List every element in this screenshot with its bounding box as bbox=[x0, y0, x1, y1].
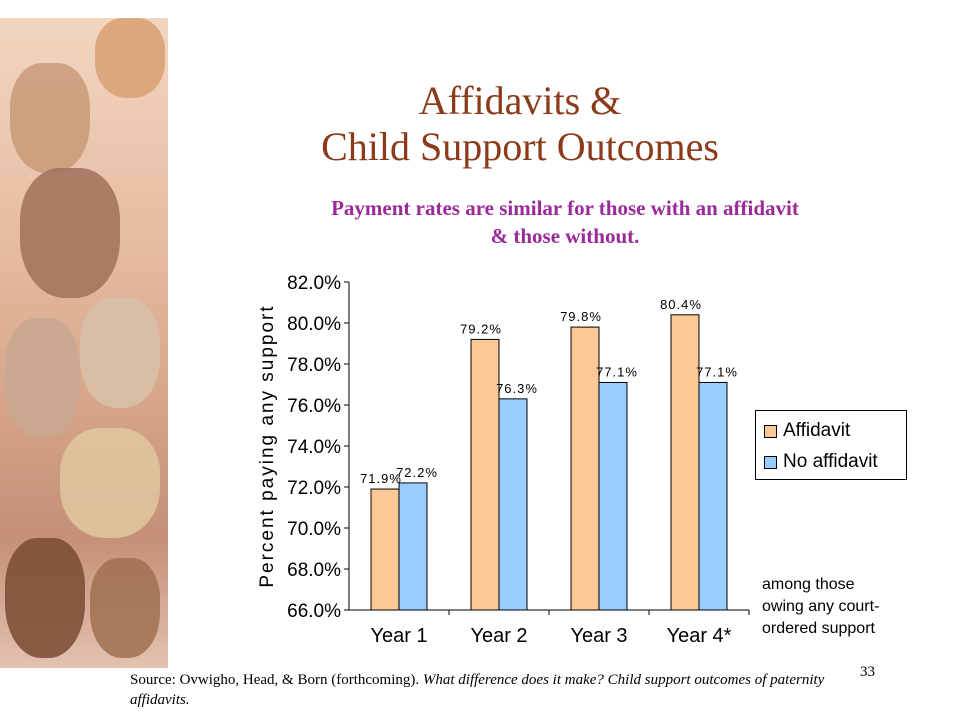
y-tick-label: 68.0% bbox=[287, 560, 341, 581]
note-line: ordered support bbox=[762, 620, 875, 637]
data-label: 80.4% bbox=[660, 297, 702, 312]
data-label: 77.1% bbox=[696, 364, 738, 379]
child-photo bbox=[10, 63, 90, 173]
x-tick-label: Year 4* bbox=[667, 625, 732, 647]
subtitle-line: & those without. bbox=[490, 224, 640, 248]
y-tick-label: 76.0% bbox=[287, 396, 341, 417]
y-tick-label: 82.0% bbox=[287, 273, 341, 294]
x-tick-label: Year 2 bbox=[470, 625, 527, 647]
child-photo bbox=[5, 538, 85, 658]
source-citation: Source: Ovwigho, Head, & Born (forthcomi… bbox=[130, 670, 850, 710]
x-tick-label: Year 3 bbox=[570, 625, 627, 647]
y-tick-label: 80.0% bbox=[287, 314, 341, 335]
legend-label: Affidavit bbox=[783, 420, 851, 441]
child-photo bbox=[90, 558, 160, 658]
y-axis-title: Percent paying any support bbox=[257, 304, 278, 587]
y-tick-label: 72.0% bbox=[287, 478, 341, 499]
source-authors: Source: Ovwigho, Head, & Born (forthcomi… bbox=[130, 672, 420, 688]
bar-affidavit bbox=[570, 326, 600, 611]
data-label: 77.1% bbox=[596, 364, 638, 379]
bar-no-affidavit bbox=[498, 398, 528, 611]
note-line: owing any court- bbox=[762, 598, 880, 615]
data-label: 72.2% bbox=[396, 465, 438, 480]
child-photo bbox=[80, 298, 160, 408]
child-photo bbox=[60, 428, 160, 538]
title-line: Child Support Outcomes bbox=[321, 124, 719, 169]
bar-no-affidavit bbox=[398, 482, 428, 611]
bar-no-affidavit bbox=[598, 381, 628, 611]
title-line: Affidavits & bbox=[418, 78, 622, 123]
y-tick-label: 74.0% bbox=[287, 437, 341, 458]
source-title: What difference does it make? Child supp… bbox=[130, 672, 825, 708]
y-tick-label: 78.0% bbox=[287, 355, 341, 376]
chart-subtitle: Payment rates are similar for those with… bbox=[240, 194, 890, 250]
y-tick-label: 66.0% bbox=[287, 601, 341, 622]
legend-label: No affidavit bbox=[783, 451, 878, 472]
bar-affidavit bbox=[370, 488, 400, 611]
child-photo bbox=[20, 168, 120, 298]
child-photo bbox=[5, 318, 80, 438]
subtitle-line: Payment rates are similar for those with… bbox=[331, 196, 799, 220]
page-number: 33 bbox=[860, 664, 875, 680]
legend-swatch-no-affidavit bbox=[764, 455, 777, 469]
data-label: 79.8% bbox=[560, 309, 602, 324]
y-tick-label: 70.0% bbox=[287, 519, 341, 540]
page-title: Affidavits & Child Support Outcomes bbox=[280, 78, 760, 170]
legend-item-affidavit: Affidavit bbox=[764, 420, 850, 442]
photo-collage bbox=[0, 18, 168, 668]
legend-swatch-affidavit bbox=[764, 424, 777, 438]
bar-chart: 66.0% 68.0% 70.0% 72.0% 74.0% 76.0% 78.0% 80.0%… bbox=[257, 273, 750, 647]
population-note: among those owing any court- ordered sup… bbox=[762, 574, 942, 640]
x-tick-label: Year 1 bbox=[370, 625, 427, 647]
bar-affidavit bbox=[470, 338, 500, 611]
data-label: 76.3% bbox=[496, 381, 538, 396]
legend-item-no-affidavit: No affidavit bbox=[764, 451, 878, 473]
note-line: among those bbox=[762, 576, 855, 593]
bar-no-affidavit bbox=[698, 381, 728, 611]
data-label: 79.2% bbox=[460, 321, 502, 336]
chart-legend: Affidavit No affidavit bbox=[755, 410, 907, 480]
data-label: 71.9% bbox=[360, 471, 402, 486]
bar-affidavit bbox=[670, 314, 700, 611]
child-photo bbox=[95, 18, 165, 98]
